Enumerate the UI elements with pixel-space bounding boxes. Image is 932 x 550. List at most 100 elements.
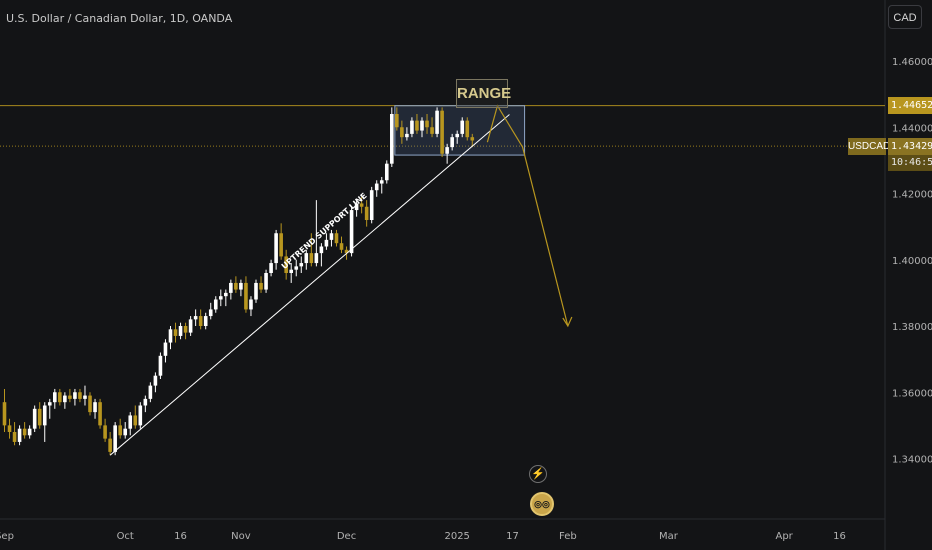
- candle-body: [188, 319, 193, 333]
- x-tick-label: 17: [506, 531, 519, 542]
- candle-body: [2, 402, 7, 426]
- candle-body: [213, 299, 218, 310]
- candle-body: [183, 326, 188, 333]
- candle-body: [455, 133, 459, 138]
- candle-body: [218, 296, 223, 300]
- y-tick-label: 1.34000: [892, 455, 932, 466]
- candle-body: [470, 137, 475, 141]
- candle-body: [284, 256, 288, 273]
- y-tick-label: 1.36000: [892, 388, 932, 399]
- candle-body: [198, 316, 203, 326]
- candle-body: [7, 425, 12, 432]
- candle-body: [173, 329, 178, 336]
- candle-body: [379, 180, 384, 184]
- candle-body: [410, 120, 414, 134]
- candle-body: [229, 282, 233, 293]
- candle-body: [133, 415, 138, 426]
- lightning-icon[interactable]: ⚡: [529, 465, 547, 483]
- candle-body: [37, 408, 42, 426]
- candle-body: [279, 233, 283, 257]
- candle-body: [435, 110, 439, 134]
- candle-body: [334, 233, 339, 244]
- candle-body: [299, 263, 304, 267]
- candle-body: [153, 375, 158, 386]
- candle-body: [465, 120, 470, 138]
- candle-body: [344, 249, 349, 254]
- candle-body: [274, 233, 278, 264]
- candle-body: [42, 405, 47, 426]
- candle-body: [239, 282, 243, 290]
- candle-body: [17, 428, 22, 442]
- currency-button[interactable]: CAD: [888, 5, 922, 29]
- candle-body: [148, 385, 153, 399]
- candle-body: [193, 316, 198, 320]
- candle-body: [88, 395, 92, 413]
- candle-body: [103, 425, 107, 439]
- candle-body: [83, 395, 87, 399]
- candle-body: [158, 355, 163, 376]
- candle-body: [405, 133, 409, 138]
- candle-body: [63, 395, 67, 403]
- candle-body: [359, 203, 364, 207]
- candle-body: [384, 163, 389, 181]
- candle-body: [68, 395, 72, 399]
- candle-body: [27, 428, 32, 436]
- candle-body: [354, 203, 359, 211]
- candle-body: [93, 402, 97, 413]
- symbol-price-badge: USDCAD: [848, 138, 890, 155]
- candle-body: [329, 233, 334, 240]
- candle-body: [73, 392, 77, 399]
- candle-body: [58, 392, 62, 403]
- candle-body: [264, 273, 268, 290]
- x-tick-label: Sep: [0, 531, 14, 542]
- x-tick-label: Apr: [775, 531, 793, 542]
- candle-body: [22, 428, 27, 436]
- y-tick-label: 1.44000: [892, 123, 932, 134]
- range-label: RANGE: [456, 79, 511, 108]
- candle-body: [208, 309, 213, 317]
- candle-body: [143, 398, 148, 406]
- candle-body: [304, 253, 309, 264]
- support-line: [109, 114, 510, 456]
- candle-body: [309, 253, 314, 264]
- candle-body: [138, 405, 143, 426]
- candle-body: [319, 246, 324, 254]
- candle-body: [450, 137, 454, 148]
- candle-body: [349, 210, 354, 254]
- candle-body: [460, 120, 465, 134]
- candle-body: [47, 402, 52, 406]
- candle-body: [440, 110, 444, 154]
- candle-body: [108, 438, 112, 452]
- candle-body: [224, 292, 228, 297]
- y-tick-label: 1.42000: [892, 190, 932, 201]
- candle-body: [364, 206, 369, 220]
- candle-body: [369, 190, 374, 220]
- candle-body: [178, 326, 183, 336]
- candle-body: [163, 342, 168, 356]
- candle-body: [294, 266, 299, 270]
- candle-body: [314, 253, 319, 264]
- bar-countdown: 10:46:50: [888, 155, 932, 171]
- coins-icon[interactable]: ◎◎: [530, 492, 554, 516]
- candle-body: [254, 282, 258, 300]
- candle-body: [123, 428, 128, 436]
- y-tick-label: 1.38000: [892, 322, 932, 333]
- last-price-label: 1.43429: [888, 138, 932, 155]
- candle-body: [390, 114, 394, 164]
- candle-body: [168, 329, 173, 343]
- candle-body: [445, 147, 449, 154]
- range-box: [394, 105, 526, 156]
- x-tick-label: 16: [174, 531, 187, 542]
- support-line-label: UPTREND SUPPORT LINE: [280, 191, 369, 271]
- x-tick-label: Oct: [117, 531, 134, 542]
- candle-body: [430, 127, 434, 134]
- x-tick-label: Dec: [337, 531, 356, 542]
- candle-body: [244, 282, 248, 310]
- candle-body: [118, 425, 122, 436]
- candle-body: [289, 269, 294, 273]
- x-tick-label: 2025: [444, 531, 469, 542]
- candle-body: [339, 243, 344, 250]
- candle-body: [234, 282, 238, 290]
- candle-body: [203, 316, 208, 326]
